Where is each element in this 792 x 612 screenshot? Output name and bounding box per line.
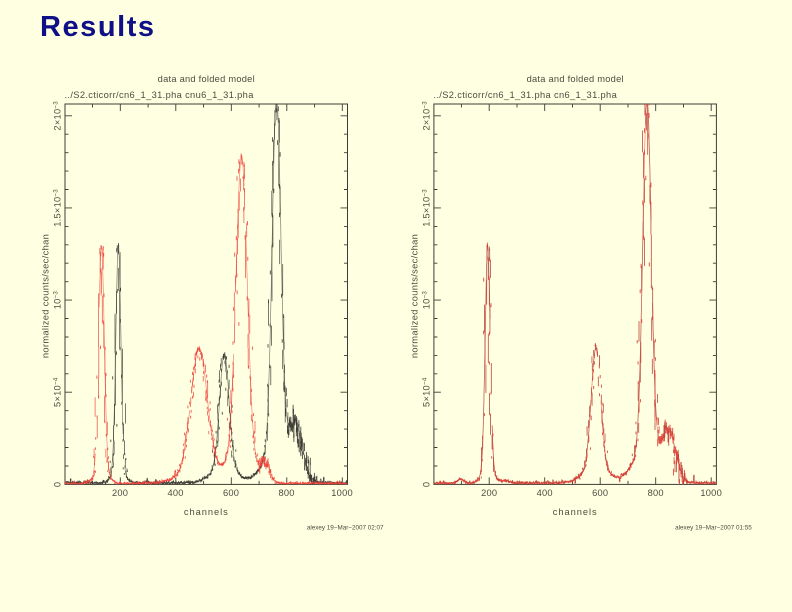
svg-text:400: 400 xyxy=(167,488,183,498)
svg-text:1.5×10−3: 1.5×10−3 xyxy=(53,189,63,227)
svg-text:200: 200 xyxy=(112,488,128,498)
svg-text:5×10−4: 5×10−4 xyxy=(421,377,431,407)
svg-text:800: 800 xyxy=(278,488,294,498)
svg-text:../S2.cticorr/cn6_1_31.pha cn6: ../S2.cticorr/cn6_1_31.pha cn6_1_31.pha xyxy=(433,90,617,100)
svg-text:5×10−4: 5×10−4 xyxy=(53,377,63,407)
svg-text:normalized counts/sec/chan: normalized counts/sec/chan xyxy=(41,234,51,358)
svg-text:alexey 19−Mar−2007 02:07: alexey 19−Mar−2007 02:07 xyxy=(307,525,384,532)
svg-text:1000: 1000 xyxy=(700,488,722,498)
svg-text:400: 400 xyxy=(537,488,553,498)
svg-text:600: 600 xyxy=(223,488,239,498)
svg-text:800: 800 xyxy=(648,488,664,498)
svg-text:normalized counts/sec/chan: normalized counts/sec/chan xyxy=(409,234,419,358)
svg-text:channels: channels xyxy=(184,507,229,517)
svg-text:1.5×10−3: 1.5×10−3 xyxy=(421,189,431,227)
svg-text:600: 600 xyxy=(592,488,608,498)
svg-text:channels: channels xyxy=(553,507,598,517)
svg-text:alexey 19−Mar−2007 01:55: alexey 19−Mar−2007 01:55 xyxy=(675,525,752,532)
svg-text:0: 0 xyxy=(53,482,63,487)
svg-text:2×10−3: 2×10−3 xyxy=(421,101,431,131)
svg-text:data and folded model: data and folded model xyxy=(527,74,624,84)
svg-text:1000: 1000 xyxy=(331,488,353,498)
svg-text:200: 200 xyxy=(481,488,497,498)
svg-text:data and folded model: data and folded model xyxy=(158,74,255,84)
svg-text:0: 0 xyxy=(421,482,431,487)
svg-text:../S2.cticorr/cn6_1_31.pha cnu: ../S2.cticorr/cn6_1_31.pha cnu6_1_31.pha xyxy=(65,90,255,100)
svg-text:10−3: 10−3 xyxy=(53,291,63,310)
svg-text:2×10−3: 2×10−3 xyxy=(53,101,63,131)
svg-text:10−3: 10−3 xyxy=(421,291,431,310)
